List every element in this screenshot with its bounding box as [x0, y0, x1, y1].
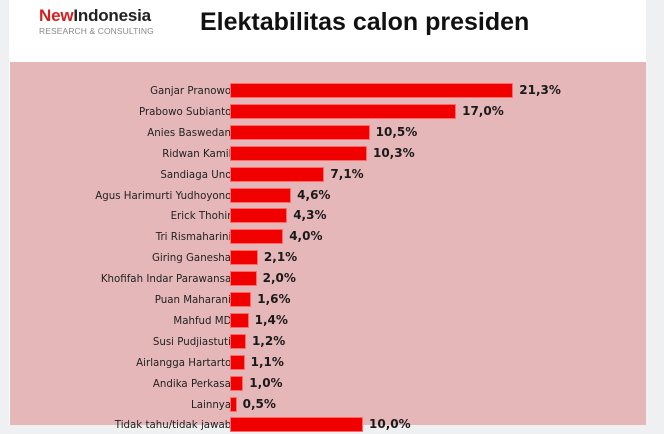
value-label: 7,1% — [330, 166, 364, 181]
bar-row: Khofifah Indar Parawansa 2,0% — [10, 269, 646, 288]
value-label: 4,6% — [297, 187, 331, 202]
value-label: 4,3% — [293, 208, 327, 223]
bar-row: Mahfud MD 1,4% — [10, 311, 646, 330]
value-label: 1,1% — [250, 354, 284, 369]
category-label: Erick Thohir — [170, 209, 231, 223]
value-label: 4,0% — [289, 229, 323, 244]
bar — [230, 166, 325, 182]
bar-row: Sandiaga Uno 7,1% — [10, 165, 646, 184]
logo-wordmark: NewIndonesia — [39, 7, 154, 25]
bar-row: Puan Maharani 1,6% — [10, 290, 646, 309]
category-label: Andika Perkasa — [152, 376, 231, 390]
bar-row: Lainnya 0,5% — [10, 395, 646, 414]
category-label: Khofifah Indar Parawansa — [100, 272, 231, 286]
bar-row: Tri Rismaharini 4,0% — [10, 227, 646, 246]
category-label: Giring Ganesha — [151, 251, 231, 265]
bar-row: Giring Ganesha 2,1% — [10, 248, 646, 267]
bar-row: Ganjar Pranowo 21,3% — [10, 81, 646, 100]
bar — [230, 250, 258, 266]
category-label: Sandiaga Uno — [159, 167, 231, 181]
bar — [230, 83, 514, 98]
chart-plot-area: Ganjar Pranowo 21,3% Prabowo Subianto 17,0%… — [10, 62, 646, 433]
bar — [230, 312, 249, 328]
value-label: 10,3% — [372, 145, 415, 160]
bar — [230, 396, 237, 412]
category-label: Lainnya — [190, 397, 231, 411]
bar — [230, 103, 457, 119]
category-label: Mahfud MD — [172, 313, 231, 327]
value-label: 1,0% — [249, 375, 283, 390]
category-label: Agus Harimurti Yudhoyono — [94, 188, 231, 202]
logo-brand: Indonesia — [73, 6, 151, 25]
bar-row: Susi Pudjiastuti 1,2% — [10, 332, 646, 351]
logo-new: New — [39, 6, 74, 25]
value-label: 2,0% — [262, 271, 296, 286]
value-label: 1,4% — [254, 312, 288, 327]
category-label: Ganjar Pranowo — [149, 84, 231, 97]
bar — [230, 292, 252, 307]
bar-row: Airlangga Hartarto 1,1% — [10, 353, 646, 372]
bar — [230, 145, 367, 161]
chart-title: Elektabilitas calon presiden — [200, 8, 530, 36]
value-label: 17,0% — [462, 103, 504, 118]
category-label: Susi Pudjiastuti — [152, 334, 231, 348]
bar — [230, 229, 284, 245]
bar — [230, 333, 246, 349]
category-label: Tri Rismaharini — [155, 230, 231, 244]
bar-row: Anies Baswedan 10,5% — [10, 123, 646, 142]
bar-row: Erick Thohir 4,3% — [10, 206, 646, 225]
category-label: Airlangga Hartarto — [135, 355, 231, 369]
value-label: 0,5% — [242, 396, 276, 411]
category-label: Ridwan Kamil — [161, 146, 231, 160]
value-label: 21,3% — [519, 83, 561, 97]
bar — [230, 354, 245, 370]
value-label: 10,5% — [375, 124, 418, 139]
logo-subtitle: RESEARCH & CONSULTING — [39, 26, 154, 36]
bar — [230, 124, 370, 140]
bar-row: Prabowo Subianto 17,0% — [10, 102, 646, 121]
value-label: 1,2% — [251, 333, 286, 348]
category-label: Anies Baswedan — [147, 125, 231, 139]
bar — [230, 271, 257, 287]
value-label: 2,1% — [263, 250, 298, 265]
bar-row: Agus Harimurti Yudhoyono 4,6% — [10, 186, 646, 205]
bar-row: Andika Perkasa 1,0% — [10, 374, 646, 393]
bar — [230, 208, 288, 224]
category-label: Prabowo Subianto — [138, 104, 231, 118]
bar-row: Ridwan Kamil 10,3% — [10, 144, 646, 163]
bar — [230, 187, 292, 203]
category-label: Puan Maharani — [154, 293, 231, 306]
bar — [230, 375, 244, 391]
newindonesia-logo: NewIndonesia RESEARCH & CONSULTING — [39, 7, 154, 37]
value-label: 1,6% — [257, 292, 291, 306]
